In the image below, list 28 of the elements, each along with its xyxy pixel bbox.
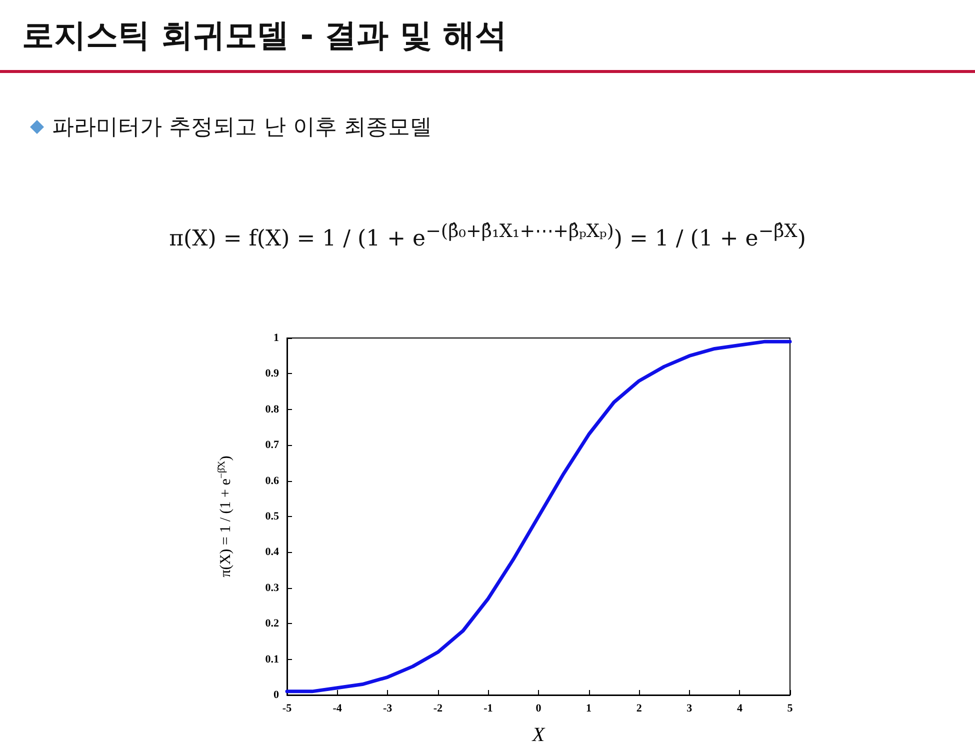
x-tick-label: -5 <box>282 702 292 714</box>
x-tick-label: 1 <box>586 702 592 714</box>
y-tick-label: 1 <box>274 332 279 344</box>
y-tick-label: 0.5 <box>265 510 280 522</box>
x-tick-label: -4 <box>332 702 342 714</box>
x-tick-label: 3 <box>686 702 693 714</box>
x-axis-title: X <box>531 724 546 746</box>
y-tick-label: 0.6 <box>265 474 280 487</box>
line-series <box>285 340 792 694</box>
y-axis-title: π(X) = 1 / (1 + e−β̂X) <box>216 456 234 578</box>
x-tick-label: 0 <box>536 702 542 714</box>
y-tick-label: 0.9 <box>265 368 280 380</box>
chart-subtitle: 파라미터가 추정되고 난 이후 최종모델 <box>52 114 432 142</box>
y-tick-label: 0.8 <box>265 403 280 416</box>
x-tick-label: -3 <box>383 702 393 714</box>
x-tick-label: -2 <box>433 702 443 714</box>
x-tick-label: 2 <box>636 702 642 714</box>
y-tick-label: 0.2 <box>265 618 280 630</box>
x-tick-label: 5 <box>787 702 794 714</box>
text: π(X) = f(X) = 1 / (1 + e$^{−(β̂₀+β̂₁X₁+⋯+β̂ₚXₚ)}$) = 1 / (1 + e$^{−β̂X}$) <box>168 220 807 252</box>
y-tick-label: 0.3 <box>265 582 280 594</box>
y-tick-label: 0.7 <box>265 439 280 452</box>
x-tick-label: -1 <box>484 702 493 714</box>
y-tick-label: 0.1 <box>265 653 279 666</box>
y-tick-label: 0 <box>274 689 280 701</box>
x-tick-label: 4 <box>736 702 743 714</box>
y-tick-label: 0.4 <box>265 546 280 558</box>
chart-title: 로지스틱 회귀모델 - 결과 및 해석 <box>22 15 507 56</box>
